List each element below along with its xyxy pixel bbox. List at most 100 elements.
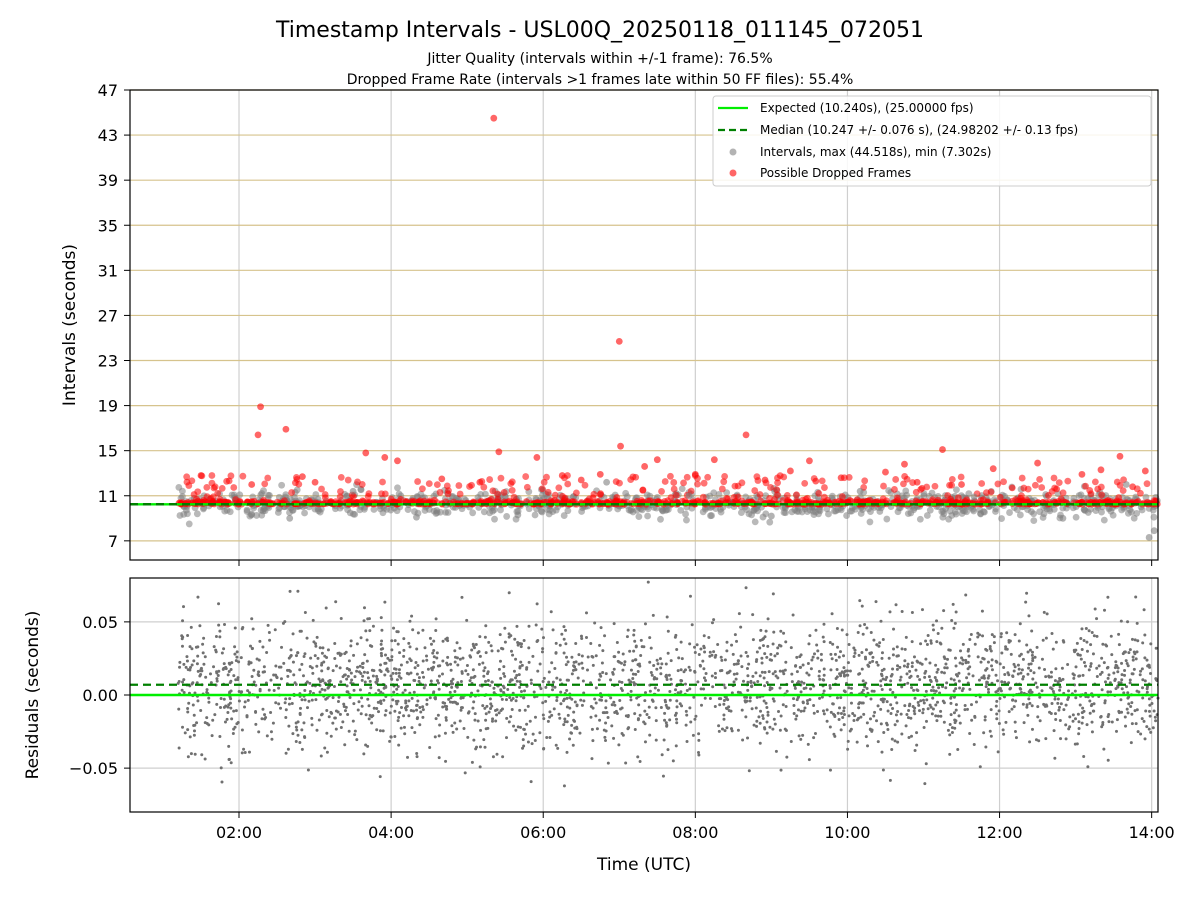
- residual-point: [1106, 676, 1110, 680]
- intervals-y-tick-label: 23: [98, 352, 118, 371]
- residual-point: [771, 642, 775, 646]
- dropped-frame-point: [336, 493, 344, 501]
- residual-point: [1044, 737, 1048, 741]
- residual-point: [778, 686, 782, 690]
- residual-point: [949, 696, 953, 700]
- residual-point: [1112, 671, 1116, 675]
- residual-point: [1123, 673, 1127, 677]
- residual-point: [231, 731, 235, 735]
- residual-point: [416, 716, 420, 720]
- residual-point: [633, 639, 637, 643]
- residual-point: [222, 666, 226, 670]
- residual-point: [303, 689, 307, 693]
- residual-point: [643, 622, 647, 626]
- residual-point: [485, 704, 489, 708]
- residual-point: [519, 645, 523, 649]
- dropped-frame-point: [761, 476, 769, 484]
- residual-point: [739, 654, 743, 658]
- residual-point: [771, 727, 775, 731]
- residual-point: [398, 711, 402, 715]
- residual-point: [284, 697, 288, 701]
- residual-point: [514, 676, 518, 680]
- residual-point: [252, 680, 256, 684]
- residual-point: [735, 672, 739, 676]
- residual-point: [308, 681, 312, 685]
- residual-point: [1153, 715, 1157, 719]
- residual-point: [593, 621, 597, 625]
- residual-point: [852, 646, 856, 650]
- residual-point: [758, 721, 762, 725]
- residual-point: [483, 666, 487, 670]
- residual-point: [296, 589, 300, 593]
- dropped-frame-point: [203, 493, 211, 501]
- residual-point: [819, 658, 823, 662]
- dropped-frame-point: [901, 460, 908, 468]
- residual-point: [865, 626, 869, 630]
- interval-point: [179, 493, 186, 500]
- residual-point: [466, 672, 470, 676]
- residual-point: [547, 670, 551, 674]
- residual-point: [880, 687, 884, 691]
- residual-point: [1011, 698, 1015, 702]
- dropped-frame-point: [1119, 487, 1127, 495]
- residual-point: [833, 652, 837, 656]
- residual-point: [594, 714, 598, 718]
- residual-point: [735, 662, 739, 666]
- residual-point: [356, 708, 360, 712]
- residual-point: [207, 723, 211, 727]
- residual-point: [1026, 713, 1030, 717]
- residual-point: [366, 671, 370, 675]
- residual-point: [929, 639, 933, 643]
- residual-point: [193, 752, 197, 756]
- residual-point: [952, 626, 956, 630]
- residual-point: [723, 686, 727, 690]
- residual-point: [814, 628, 818, 632]
- interval-point: [708, 512, 715, 519]
- residual-point: [408, 645, 412, 649]
- residual-point: [746, 680, 750, 684]
- residual-point: [220, 651, 224, 655]
- residual-point: [981, 634, 985, 638]
- residual-point: [562, 637, 566, 641]
- residual-point: [186, 634, 190, 638]
- residual-point: [914, 668, 918, 672]
- residual-point: [496, 649, 500, 653]
- residual-point: [839, 728, 843, 732]
- residual-point: [1086, 765, 1090, 769]
- residual-point: [261, 670, 265, 674]
- residual-point: [196, 595, 200, 599]
- residual-point: [809, 687, 813, 691]
- residual-point: [756, 679, 760, 683]
- dropped-frame-point: [812, 477, 820, 485]
- residual-point: [1078, 653, 1082, 657]
- residual-point: [325, 655, 329, 659]
- residual-point: [359, 636, 363, 640]
- residual-point: [562, 625, 566, 629]
- residual-point: [562, 651, 566, 655]
- residual-point: [632, 628, 636, 632]
- residual-point: [868, 651, 872, 655]
- residual-point: [560, 632, 564, 636]
- residual-point: [790, 680, 794, 684]
- residual-point: [860, 690, 864, 694]
- residual-point: [687, 665, 691, 669]
- residual-point: [697, 732, 701, 736]
- interval-point: [370, 506, 378, 513]
- residual-point: [879, 697, 883, 701]
- residual-point: [954, 703, 958, 707]
- dropped-frame-point: [455, 482, 463, 489]
- residual-point: [655, 667, 659, 671]
- dropped-frame-point: [555, 484, 563, 492]
- residual-point: [512, 669, 516, 673]
- residual-point: [1051, 647, 1055, 651]
- residual-point: [938, 691, 942, 695]
- residual-point: [545, 735, 549, 739]
- residual-point: [211, 718, 215, 722]
- residual-point: [760, 670, 764, 674]
- residual-point: [432, 648, 436, 652]
- residual-point: [766, 713, 770, 717]
- residual-point: [716, 642, 720, 646]
- residual-point: [830, 657, 834, 661]
- residual-point: [518, 680, 522, 684]
- residual-point: [432, 690, 436, 694]
